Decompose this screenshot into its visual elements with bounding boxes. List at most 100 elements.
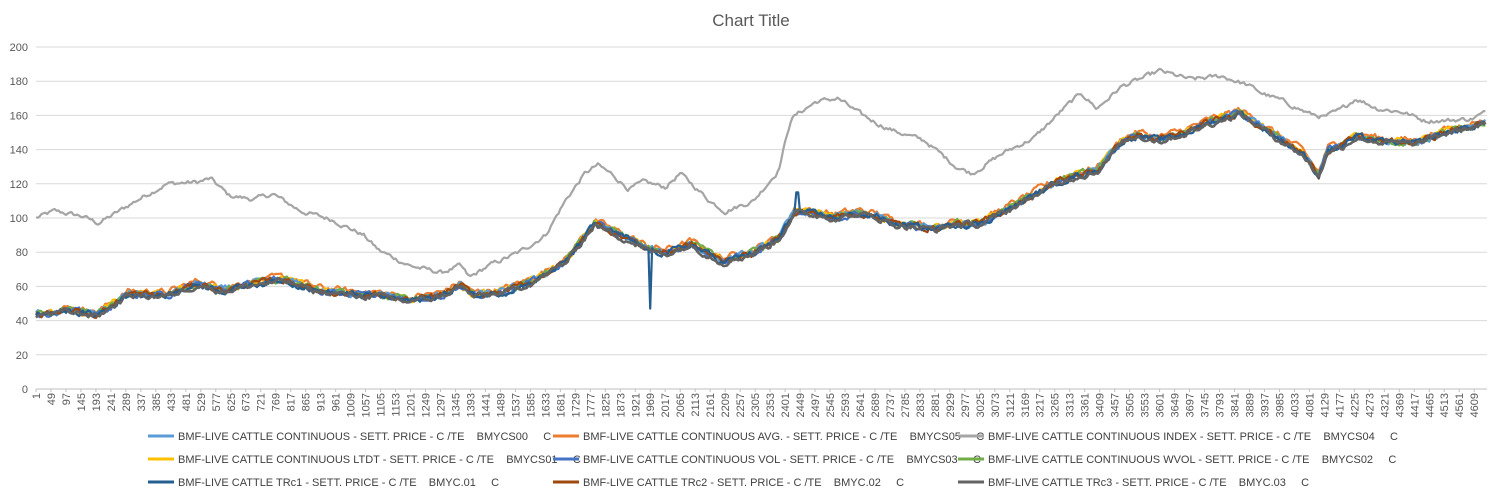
- x-tick-label: 3361: [1080, 393, 1092, 417]
- x-tick-label: 481: [181, 393, 193, 411]
- x-tick-label: 1153: [391, 393, 403, 417]
- x-tick-label: 3217: [1035, 393, 1047, 417]
- legend-entry[interactable]: BMF-LIVE CATTLE TRc3 - SETT. PRICE - C /…: [988, 477, 1309, 489]
- x-tick-label: 1633: [540, 393, 552, 417]
- x-tick-label: 2305: [750, 393, 762, 417]
- x-tick-label: 2689: [870, 393, 882, 417]
- legend-entry[interactable]: BMF-LIVE CATTLE CONTINUOUS INDEX - SETT.…: [988, 431, 1398, 443]
- legend-entry[interactable]: BMF-LIVE CATTLE CONTINUOUS - SETT. PRICE…: [178, 431, 551, 443]
- x-tick-label: 3553: [1140, 393, 1152, 417]
- x-tick-label: 433: [166, 393, 178, 411]
- y-tick-label: 80: [16, 247, 28, 259]
- y-tick-label: 100: [10, 213, 28, 225]
- x-tick-label: 4417: [1409, 393, 1421, 417]
- x-tick-label: 4081: [1304, 393, 1316, 417]
- x-tick-label: 1105: [376, 393, 388, 417]
- x-tick-label: 3841: [1230, 393, 1242, 417]
- legend-entry[interactable]: BMF-LIVE CATTLE CONTINUOUS AVG. - SETT. …: [583, 431, 984, 443]
- legend-entry[interactable]: BMF-LIVE CATTLE CONTINUOUS LTDT - SETT. …: [178, 454, 581, 466]
- y-tick-label: 0: [22, 384, 28, 396]
- y-tick-label: 180: [10, 76, 28, 88]
- x-tick-label: 3073: [990, 393, 1002, 417]
- x-tick-label: 577: [211, 393, 223, 411]
- x-tick-label: 1297: [435, 393, 447, 417]
- x-tick-label: 2593: [840, 393, 852, 417]
- x-tick-label: 4225: [1349, 393, 1361, 417]
- y-tick-label: 200: [10, 42, 28, 54]
- x-tick-label: 3409: [1095, 393, 1107, 417]
- x-tick-label: 2785: [900, 393, 912, 417]
- x-tick-label: 4033: [1289, 393, 1301, 417]
- x-tick-label: 2737: [885, 393, 897, 417]
- x-tick-label: 2977: [960, 393, 972, 417]
- y-tick-label: 140: [10, 145, 28, 157]
- x-tick-label: 2017: [660, 393, 672, 417]
- y-tick-label: 160: [10, 110, 28, 122]
- series-line: [35, 110, 1487, 318]
- x-tick-label: 2353: [765, 393, 777, 417]
- x-tick-label: 2449: [795, 393, 807, 417]
- x-tick-label: 4321: [1379, 393, 1391, 417]
- legend[interactable]: BMF-LIVE CATTLE CONTINUOUS - SETT. PRICE…: [148, 431, 1398, 489]
- x-tick-label: 1057: [361, 393, 373, 417]
- x-tick-label: 4513: [1439, 393, 1451, 417]
- x-tick-label: 2929: [945, 393, 957, 417]
- x-tick-label: 1825: [600, 393, 612, 417]
- x-tick-label: 3985: [1274, 393, 1286, 417]
- x-tick-label: 2641: [855, 393, 867, 417]
- x-tick-label: 3505: [1125, 393, 1137, 417]
- x-tick-label: 1201: [406, 393, 418, 417]
- x-tick-label: 2065: [675, 393, 687, 417]
- series-line: [35, 67, 1486, 278]
- x-tick-label: 49: [46, 393, 58, 405]
- x-tick-label: 1681: [555, 393, 567, 417]
- x-tick-label: 2881: [930, 393, 942, 417]
- x-tick-label: 3649: [1170, 393, 1182, 417]
- x-tick-label: 193: [91, 393, 103, 411]
- series-lines: [35, 67, 1487, 320]
- x-tick-label: 2833: [915, 393, 927, 417]
- x-tick-label: 241: [106, 393, 118, 411]
- x-tick-label: 3793: [1215, 393, 1227, 417]
- x-tick-label: 673: [241, 393, 253, 411]
- x-tick-label: 1: [31, 393, 43, 399]
- x-tick-label: 4369: [1394, 393, 1406, 417]
- x-tick-label: 1345: [450, 393, 462, 417]
- x-tick-label: 3745: [1200, 393, 1212, 417]
- x-axis: 1 49 97 145 193 241 289 337 385 433 481 529 577 625 67…: [31, 389, 1481, 417]
- y-tick-label: 40: [16, 316, 28, 328]
- legend-entry[interactable]: BMF-LIVE CATTLE TRc2 - SETT. PRICE - C /…: [583, 477, 904, 489]
- x-tick-label: 4129: [1319, 393, 1331, 417]
- x-tick-label: 1249: [421, 393, 433, 417]
- x-tick-label: 3889: [1244, 393, 1256, 417]
- x-tick-label: 2497: [810, 393, 822, 417]
- y-tick-label: 60: [16, 281, 28, 293]
- x-tick-label: 337: [136, 393, 148, 411]
- x-tick-label: 1777: [585, 393, 597, 417]
- legend-entry[interactable]: BMF-LIVE CATTLE CONTINUOUS VOL - SETT. P…: [583, 454, 981, 466]
- x-tick-label: 3121: [1005, 393, 1017, 417]
- x-tick-label: 1585: [525, 393, 537, 417]
- x-tick-label: 3601: [1155, 393, 1167, 417]
- x-tick-label: 2209: [720, 393, 732, 417]
- x-tick-label: 1393: [465, 393, 477, 417]
- x-tick-label: 4561: [1454, 393, 1466, 417]
- legend-entry[interactable]: BMF-LIVE CATTLE CONTINUOUS WVOL - SETT. …: [988, 454, 1396, 466]
- x-tick-label: 4273: [1364, 393, 1376, 417]
- x-tick-label: 769: [271, 393, 283, 411]
- x-tick-label: 2161: [705, 393, 717, 417]
- x-tick-label: 1489: [495, 393, 507, 417]
- x-tick-label: 385: [151, 393, 163, 411]
- series-line: [35, 110, 1487, 319]
- x-tick-label: 3025: [975, 393, 987, 417]
- legend-entry[interactable]: BMF-LIVE CATTLE TRc1 - SETT. PRICE - C /…: [178, 477, 499, 489]
- x-tick-label: 817: [286, 393, 298, 411]
- x-tick-label: 2257: [735, 393, 747, 417]
- x-tick-label: 2545: [825, 393, 837, 417]
- x-tick-label: 913: [316, 393, 328, 411]
- x-tick-label: 3697: [1185, 393, 1197, 417]
- x-tick-label: 1009: [346, 393, 358, 417]
- x-tick-label: 865: [301, 393, 313, 411]
- x-tick-label: 1969: [645, 393, 657, 417]
- x-tick-label: 4177: [1334, 393, 1346, 417]
